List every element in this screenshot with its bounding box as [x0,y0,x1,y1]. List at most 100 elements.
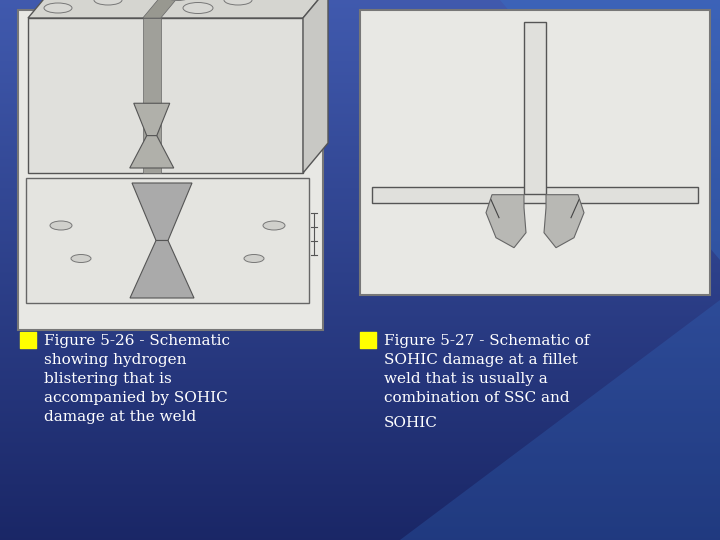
Bar [0,276,720,277]
Bar [0,239,720,240]
Bar [0,312,720,313]
Bar [0,131,720,132]
Bar [0,323,720,324]
Bar [0,423,720,424]
Bar [0,310,720,311]
Bar [0,110,720,111]
Bar [0,272,720,273]
Polygon shape [400,300,720,540]
Bar [0,382,720,383]
Bar [0,247,720,248]
Bar [0,534,720,535]
Bar [0,164,720,165]
Bar [0,387,720,388]
Bar [0,438,720,439]
Bar [0,68,720,69]
Bar [0,313,720,314]
Bar [0,296,720,297]
Bar [0,100,720,101]
Bar [0,350,720,351]
Bar [0,404,720,405]
Bar [0,135,720,136]
Bar [0,257,720,258]
Bar [0,409,720,410]
Bar [0,464,720,465]
Bar [0,190,720,191]
Bar [0,79,720,80]
Bar [0,383,720,384]
Bar [0,82,720,83]
Bar [0,287,720,288]
Bar [0,194,720,195]
Bar [0,385,720,386]
Bar [0,266,720,267]
Bar [0,199,720,200]
Ellipse shape [183,3,213,14]
Bar [0,520,720,521]
Bar [0,200,720,201]
Bar [0,345,720,346]
Bar [0,499,720,500]
Bar [0,516,720,517]
Bar [0,458,720,459]
Bar [0,207,720,208]
Bar [0,289,720,290]
Bar [0,137,720,138]
Bar [0,507,720,508]
Bar [0,297,720,298]
Bar [0,141,720,142]
Bar [0,223,720,224]
Bar [0,169,720,170]
Bar [0,446,720,447]
Bar [0,519,720,520]
Bar [0,241,720,242]
Bar [0,506,720,507]
Bar [0,420,720,421]
Bar [0,471,720,472]
Bar [0,352,720,353]
Bar [0,535,720,536]
Bar [0,351,720,352]
Bar [0,158,720,159]
Bar [0,482,720,483]
Bar [0,375,720,376]
Bar [0,454,720,455]
Bar [0,267,720,268]
Bar [0,517,720,518]
Bar [0,119,720,120]
Bar [0,145,720,146]
Bar [0,538,720,539]
Bar [0,134,720,135]
Bar [0,384,720,385]
Bar [0,463,720,464]
Bar [0,468,720,469]
Bar [0,290,720,291]
Bar [0,441,720,442]
Bar [0,70,720,71]
Bar [0,418,720,419]
Bar [0,250,720,251]
Bar [0,123,720,124]
Bar [0,317,720,318]
Bar [0,170,720,171]
Bar [0,176,720,177]
Bar [0,253,720,254]
Bar [0,230,720,231]
Bar [0,51,720,52]
Bar [0,291,720,292]
Bar [0,172,720,173]
Bar [0,435,720,436]
Bar [0,406,720,407]
Bar [0,390,720,391]
Bar [0,447,720,448]
Bar [0,232,720,233]
Bar [0,330,720,331]
Bar [0,7,720,8]
Bar [0,220,720,221]
Bar [0,476,720,477]
Bar [0,445,720,446]
Bar [0,105,720,106]
Bar [0,498,720,499]
Bar [0,452,720,453]
Bar [0,274,720,275]
